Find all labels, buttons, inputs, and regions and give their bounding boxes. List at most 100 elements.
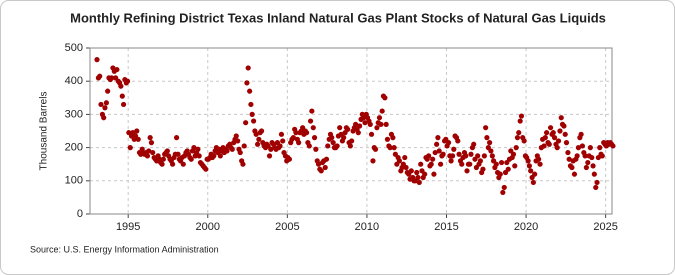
data-point xyxy=(402,154,408,161)
data-point xyxy=(224,148,230,154)
data-point xyxy=(558,115,564,121)
data-point xyxy=(341,135,347,141)
data-point xyxy=(448,158,454,164)
data-point xyxy=(500,189,506,196)
data-point xyxy=(396,158,402,164)
plot-area: 0 100 200 300 400 500 1995 2000 2005 2010 2015 2020… xyxy=(65,42,618,233)
data-point xyxy=(356,123,363,129)
data-point xyxy=(550,130,556,136)
chart-title: Monthly Refining District Texas Inland N… xyxy=(70,10,606,25)
data-point xyxy=(146,148,152,154)
data-point xyxy=(160,156,166,162)
y-tick-label: 400 xyxy=(65,75,83,87)
data-point xyxy=(175,151,181,157)
data-point xyxy=(370,158,376,164)
data-point xyxy=(528,168,534,174)
plot-border xyxy=(89,47,613,215)
data-point xyxy=(247,88,253,94)
data-point xyxy=(315,161,322,167)
data-point xyxy=(203,166,209,172)
data-point xyxy=(467,161,473,167)
data-point xyxy=(347,143,353,149)
data-point xyxy=(134,128,140,134)
data-point xyxy=(233,133,239,139)
data-point xyxy=(513,145,519,151)
x-tick-label: 1995 xyxy=(116,221,140,233)
data-point xyxy=(254,141,261,147)
data-point xyxy=(241,143,247,149)
data-point xyxy=(164,148,170,154)
data-point xyxy=(124,78,131,84)
data-point xyxy=(532,171,538,177)
data-point xyxy=(489,153,495,159)
data-point xyxy=(516,130,522,136)
data-point xyxy=(355,130,361,136)
data-point xyxy=(426,153,432,159)
data-point xyxy=(322,164,328,171)
data-point xyxy=(565,149,571,156)
source-note: Source: U.S. Energy Information Administ… xyxy=(30,244,219,254)
data-point xyxy=(554,145,560,151)
data-point xyxy=(103,100,109,106)
data-point xyxy=(310,125,316,131)
data-point xyxy=(484,135,490,141)
data-point xyxy=(547,125,554,131)
data-point xyxy=(120,101,127,108)
data-point xyxy=(245,65,251,71)
data-point xyxy=(195,146,201,152)
data-point xyxy=(196,153,202,159)
data-point xyxy=(313,146,319,152)
data-point xyxy=(253,131,259,137)
data-point xyxy=(510,151,517,157)
data-point xyxy=(432,149,438,156)
data-point xyxy=(415,174,421,181)
data-point xyxy=(147,135,153,141)
y-tick-label: 200 xyxy=(65,142,83,154)
data-point xyxy=(382,95,388,101)
data-point xyxy=(345,126,351,132)
data-point xyxy=(180,161,186,167)
data-point xyxy=(353,121,359,127)
data-point xyxy=(578,131,584,137)
data-point xyxy=(518,113,525,119)
data-point xyxy=(383,121,389,127)
data-point xyxy=(451,146,457,152)
data-point xyxy=(585,159,591,166)
data-point xyxy=(306,143,312,149)
data-point xyxy=(483,125,489,131)
data-point xyxy=(561,123,567,129)
y-tick-label: 500 xyxy=(65,42,83,54)
data-point xyxy=(211,153,217,159)
data-point xyxy=(290,135,296,141)
data-point xyxy=(266,153,273,159)
data-point xyxy=(235,138,241,144)
data-point xyxy=(109,75,115,81)
data-point xyxy=(543,130,550,136)
data-point xyxy=(542,135,548,141)
data-point xyxy=(430,156,436,162)
data-point xyxy=(501,184,507,191)
data-point xyxy=(244,80,250,86)
y-tick-label: 300 xyxy=(65,108,83,120)
data-point xyxy=(268,146,274,152)
data-point xyxy=(574,153,580,159)
data-point xyxy=(387,145,393,151)
data-point xyxy=(575,145,582,151)
data-point xyxy=(526,163,533,169)
data-point xyxy=(384,136,391,142)
data-point xyxy=(428,161,434,167)
data-point xyxy=(456,151,462,157)
data-point xyxy=(579,143,585,149)
data-point xyxy=(102,105,108,111)
data-point xyxy=(521,138,527,144)
x-tick-label: 2015 xyxy=(434,221,458,233)
data-point xyxy=(464,168,470,174)
data-point xyxy=(368,131,375,137)
data-point xyxy=(418,161,424,167)
data-point xyxy=(127,145,133,151)
data-point xyxy=(497,171,503,177)
data-point xyxy=(391,145,397,151)
data-point xyxy=(589,154,595,161)
data-point xyxy=(525,158,531,164)
data-point xyxy=(337,125,343,131)
